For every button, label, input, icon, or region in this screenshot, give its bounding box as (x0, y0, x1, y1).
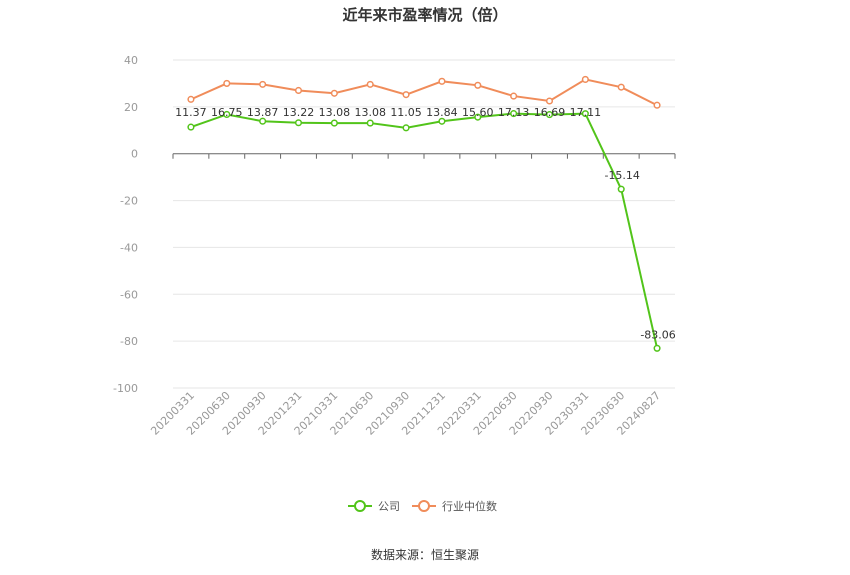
data-label: 16.75 (211, 106, 243, 119)
y-tick-label: -60 (120, 288, 138, 301)
data-label: 15.60 (462, 106, 494, 119)
series-point (438, 77, 446, 85)
series-point (223, 110, 231, 119)
series-layer: 11.37 16.75 13.87 13.22 13.08 13.08 11.05 13.84… (175, 75, 676, 352)
chart-title: 近年来市盈率情况（倍） (342, 6, 507, 24)
series-point (187, 95, 195, 103)
grid-lines (173, 59, 675, 389)
data-source: 数据来源：恒生聚源 (371, 547, 479, 562)
series-point (510, 110, 518, 118)
data-label: 11.37 (175, 106, 207, 119)
series-point (402, 91, 410, 99)
series-point (510, 92, 518, 100)
series-point (366, 119, 374, 127)
data-label: 13.08 (354, 106, 386, 119)
series-point (402, 124, 410, 132)
series-line (190, 78, 658, 107)
y-tick-label: -20 (120, 195, 138, 208)
legend-swatch-marker (354, 500, 366, 512)
data-label: 17.13 (498, 106, 530, 119)
data-label: 13.84 (426, 106, 458, 119)
legend[interactable]: 公司 行业中位数 (348, 499, 497, 513)
data-label: 13.87 (247, 106, 279, 119)
series-line (190, 112, 659, 349)
data-label: -15.14 (604, 169, 639, 182)
legend-label: 行业中位数 (442, 499, 497, 513)
series-point (330, 119, 338, 127)
series-point (438, 117, 446, 125)
series-point (187, 123, 195, 131)
series-point (581, 110, 589, 118)
legend-item[interactable]: 公司 (348, 500, 400, 513)
data-label: 13.08 (319, 106, 351, 119)
y-tick-label: -100 (113, 382, 138, 395)
series-point (617, 83, 625, 91)
series-point (294, 86, 303, 95)
series-point (294, 119, 303, 127)
y-tick-label: 0 (131, 148, 138, 161)
x-axis: 2020033120200630202009302020123120210331… (148, 153, 676, 438)
data-label: 17.11 (570, 106, 602, 119)
series-point (653, 344, 661, 352)
series-point (653, 101, 661, 109)
series-point (366, 80, 374, 88)
y-tick-label: 20 (124, 101, 138, 114)
legend-swatch-marker (418, 500, 430, 512)
series-point (474, 81, 482, 89)
legend-item[interactable]: 行业中位数 (412, 499, 497, 513)
series-point (223, 79, 231, 87)
data-label: 16.69 (534, 106, 566, 119)
y-tick-label: 40 (124, 54, 138, 67)
series-point (545, 111, 554, 119)
y-tick-label: -40 (120, 241, 138, 254)
series-point (259, 80, 267, 88)
data-label: 13.22 (283, 106, 315, 119)
series-point (545, 97, 554, 105)
data-label: 11.05 (390, 106, 422, 119)
series-point (617, 185, 625, 193)
series-point (474, 113, 482, 121)
y-axis: 40 20 0 -20 -40 -60 -80 -100 (113, 54, 138, 395)
legend-label: 公司 (378, 500, 400, 513)
series-point (330, 89, 338, 97)
series-point (259, 117, 267, 125)
series-point (581, 75, 589, 83)
data-label: -83.06 (640, 328, 675, 341)
y-tick-label: -80 (120, 335, 138, 348)
